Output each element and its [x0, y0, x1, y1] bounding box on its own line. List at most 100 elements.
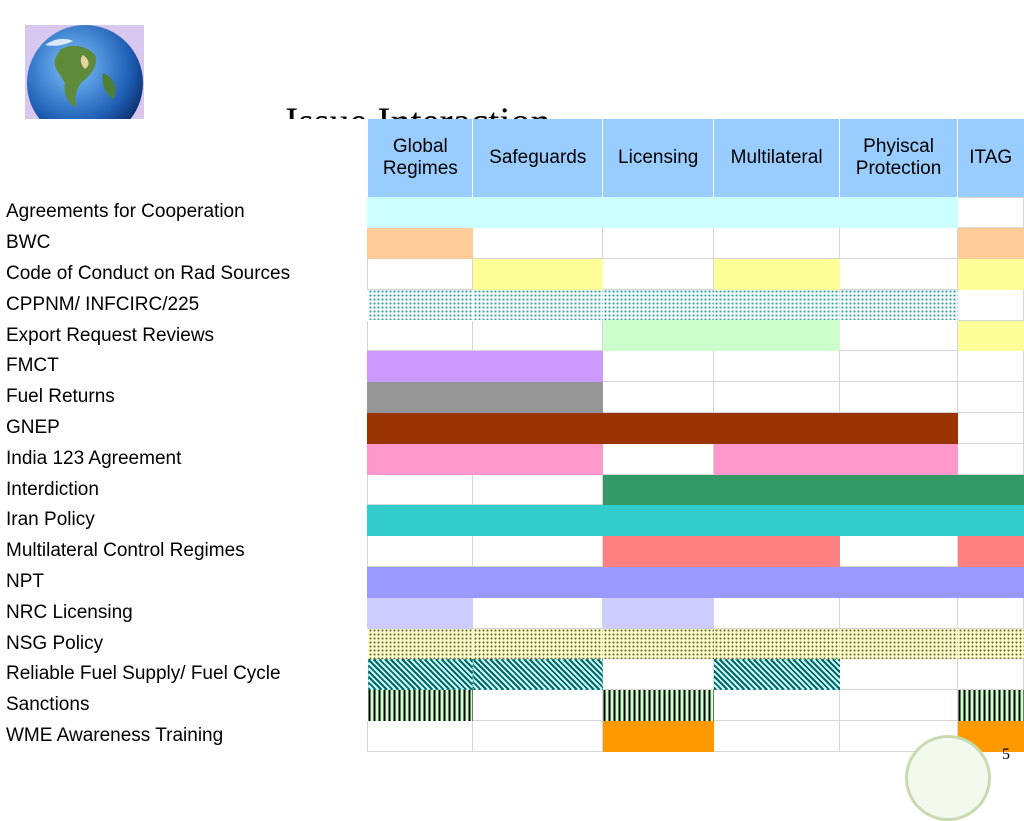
- matrix-cell: [839, 504, 959, 537]
- matrix-cell: [367, 689, 473, 721]
- row-label: Code of Conduct on Rad Sources: [2, 258, 368, 290]
- matrix-cell: [602, 720, 715, 752]
- matrix-cell: [957, 473, 1024, 506]
- column-header: Safeguards: [472, 119, 603, 197]
- row-label: Iran Policy: [2, 504, 368, 536]
- matrix-cell: [472, 258, 604, 290]
- matrix-cell: [957, 689, 1024, 721]
- matrix-cell: [602, 196, 715, 229]
- table-row: Multilateral Control Regimes: [2, 535, 1024, 568]
- matrix-cell: [713, 412, 841, 444]
- matrix-cell: [713, 689, 841, 722]
- row-label: Fuel Returns: [2, 381, 368, 413]
- matrix-cell: [367, 535, 474, 568]
- matrix-cell: [602, 227, 715, 260]
- matrix-cell: [957, 658, 1024, 691]
- matrix-cell: [957, 535, 1024, 568]
- matrix-cell: [839, 658, 959, 691]
- matrix-cell: [367, 473, 474, 506]
- matrix-cell: [472, 658, 603, 690]
- matrix-cell: [472, 566, 604, 598]
- table-row: Sanctions: [2, 689, 1024, 722]
- matrix-cell: [713, 535, 841, 568]
- matrix-cell: [367, 504, 474, 537]
- matrix-cell: [713, 350, 841, 383]
- matrix-cell: [713, 258, 841, 290]
- column-header: Phyiscal Protection: [839, 119, 958, 197]
- matrix-cell: [472, 535, 604, 568]
- matrix-cell: [713, 442, 841, 475]
- table-row: FMCT: [2, 350, 1024, 383]
- matrix-cell: [472, 319, 604, 352]
- row-label: NSG Policy: [2, 627, 368, 659]
- matrix-cell: [957, 258, 1024, 290]
- matrix-cell: [367, 442, 474, 475]
- matrix-cell: [602, 381, 715, 414]
- table-row: CPPNM/ INFCIRC/225: [2, 288, 1024, 321]
- matrix-body: Agreements for Cooperation BWC Code of Con…: [2, 196, 1024, 752]
- table-row: Export Request Reviews: [2, 319, 1024, 352]
- matrix-cell: [367, 628, 473, 659]
- table-row: Iran Policy: [2, 504, 1024, 537]
- matrix-cell: [713, 596, 841, 629]
- matrix-cell: [839, 689, 959, 722]
- issue-matrix-table: Global Regimes Safeguards Licensing Mult…: [2, 119, 1024, 752]
- matrix-cell: [839, 381, 959, 414]
- table-row: Agreements for Cooperation: [2, 196, 1024, 229]
- matrix-cell: [957, 196, 1024, 229]
- matrix-cell: [957, 412, 1024, 444]
- matrix-cell: [367, 350, 474, 383]
- matrix-cell: [472, 473, 604, 506]
- matrix-cell: [839, 442, 959, 475]
- matrix-cell: [472, 289, 603, 321]
- matrix-cell: [602, 350, 715, 383]
- table-row: Reliable Fuel Supply/ Fuel Cycle: [2, 658, 1024, 691]
- matrix-cell: [957, 350, 1024, 383]
- matrix-cell: [957, 628, 1024, 659]
- matrix-cell: [713, 504, 841, 537]
- table-row: Fuel Returns: [2, 381, 1024, 414]
- slide-title: Issue Interaction: [285, 100, 705, 122]
- matrix-cell: [839, 596, 959, 629]
- matrix-cell: [839, 196, 959, 229]
- column-header: Multilateral: [713, 119, 840, 197]
- matrix-cell: [839, 319, 959, 352]
- matrix-cell: [472, 596, 604, 629]
- row-label: Reliable Fuel Supply/ Fuel Cycle: [2, 658, 368, 690]
- table-row: WME Awareness Training: [2, 720, 1024, 752]
- matrix-cell: [602, 473, 715, 506]
- matrix-cell: [957, 504, 1024, 537]
- matrix-cell: [713, 566, 841, 598]
- column-header: Global Regimes: [367, 119, 473, 197]
- column-header: Licensing: [602, 119, 714, 197]
- matrix-cell: [472, 227, 604, 260]
- matrix-cell: [472, 381, 604, 414]
- matrix-cell: [472, 720, 604, 752]
- seal-icon: [905, 735, 991, 821]
- matrix-cell: [713, 381, 841, 414]
- matrix-cell: [472, 689, 604, 722]
- matrix-cell: [367, 196, 474, 229]
- matrix-cell: [367, 566, 474, 598]
- page-number: 5: [1002, 746, 1010, 763]
- matrix-cell: [367, 319, 474, 352]
- column-header: ITAG: [957, 119, 1024, 197]
- matrix-cell: [602, 596, 715, 629]
- matrix-cell: [957, 566, 1024, 598]
- row-label: Export Request Reviews: [2, 319, 368, 351]
- row-label: NPT: [2, 566, 368, 598]
- matrix-cell: [602, 258, 715, 290]
- table-row: Interdiction: [2, 473, 1024, 506]
- matrix-cell: [957, 596, 1024, 629]
- matrix-cell: [472, 442, 604, 475]
- table-row: BWC: [2, 227, 1024, 260]
- matrix-cell: [602, 689, 714, 721]
- matrix-cell: [713, 196, 841, 229]
- matrix-cell: [957, 288, 1024, 321]
- matrix-cell: [472, 628, 603, 659]
- matrix-cell: [472, 350, 604, 383]
- matrix-cell: [713, 658, 840, 690]
- matrix-cell: [957, 381, 1024, 414]
- row-label: Interdiction: [2, 473, 368, 505]
- matrix-cell: [602, 535, 715, 568]
